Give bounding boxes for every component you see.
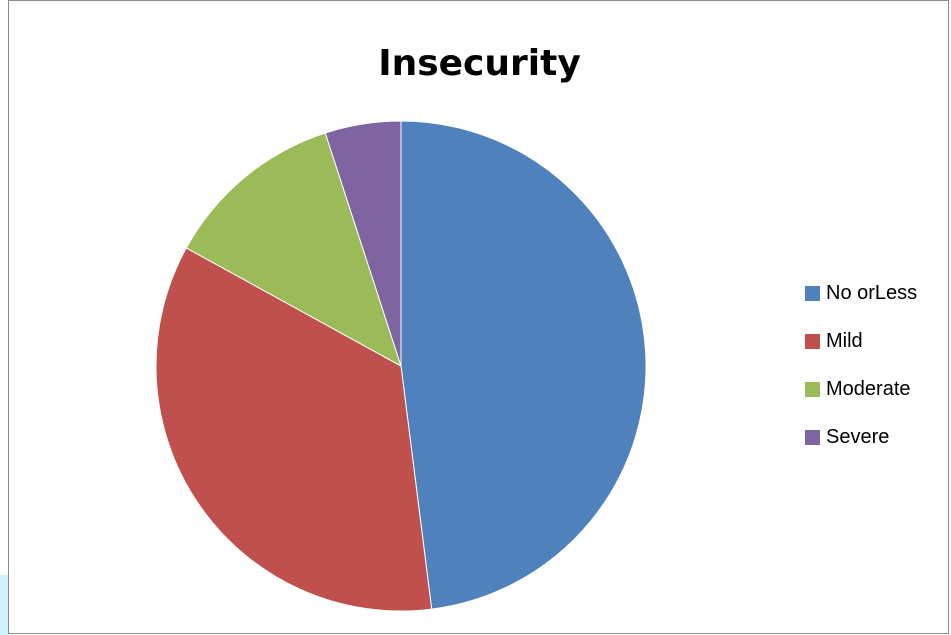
legend-label-no-orless: No orLess bbox=[826, 282, 918, 304]
background-accent-strip bbox=[0, 575, 9, 635]
legend-swatch-moderate bbox=[805, 382, 820, 397]
chart-title: Insecurity bbox=[378, 43, 581, 84]
legend: No orLess Mild Moderate Severe bbox=[805, 281, 917, 473]
legend-item-severe: Severe bbox=[805, 425, 917, 450]
legend-item-mild: Mild bbox=[805, 329, 917, 354]
chart-area: Insecurity No orLess Mild Moderate Severe bbox=[8, 0, 949, 634]
legend-swatch-severe bbox=[805, 430, 820, 445]
legend-item-no-orless: No orLess bbox=[805, 281, 917, 306]
pie-slice-mild bbox=[155, 247, 433, 612]
legend-label-moderate: Moderate bbox=[826, 378, 911, 400]
legend-swatch-no-orless bbox=[805, 286, 820, 301]
pie-slice-severe bbox=[324, 120, 402, 367]
legend-label-severe: Severe bbox=[826, 426, 890, 448]
legend-item-moderate: Moderate bbox=[805, 377, 917, 402]
legend-swatch-mild bbox=[805, 334, 820, 349]
pie-slice-moderate bbox=[185, 132, 402, 368]
pie-chart bbox=[155, 120, 647, 612]
legend-label-mild: Mild bbox=[826, 330, 863, 352]
pie-slice-no-orless bbox=[400, 120, 647, 610]
